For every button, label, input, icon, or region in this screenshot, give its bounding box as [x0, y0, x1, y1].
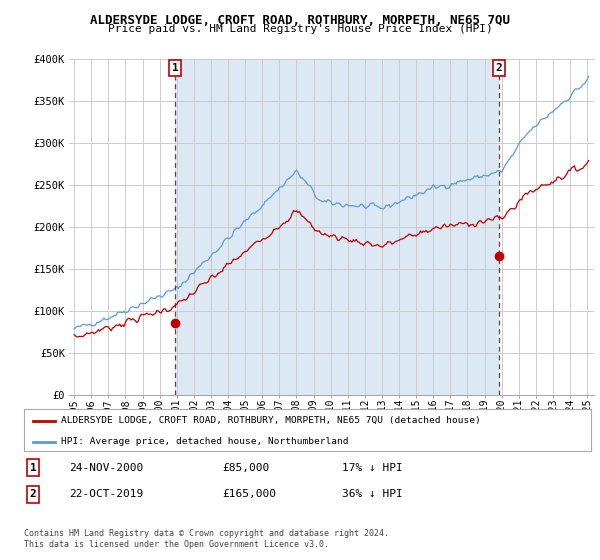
Text: 22-OCT-2019: 22-OCT-2019 — [69, 489, 143, 500]
Text: 24-NOV-2000: 24-NOV-2000 — [69, 463, 143, 473]
Text: Contains HM Land Registry data © Crown copyright and database right 2024.
This d: Contains HM Land Registry data © Crown c… — [24, 529, 389, 549]
Text: 2: 2 — [29, 489, 37, 500]
Bar — [175, 59, 499, 395]
Text: HPI: Average price, detached house, Northumberland: HPI: Average price, detached house, Nort… — [61, 437, 349, 446]
Text: 2: 2 — [496, 63, 502, 73]
Text: Price paid vs. HM Land Registry's House Price Index (HPI): Price paid vs. HM Land Registry's House … — [107, 24, 493, 34]
Text: ALDERSYDE LODGE, CROFT ROAD, ROTHBURY, MORPETH, NE65 7QU: ALDERSYDE LODGE, CROFT ROAD, ROTHBURY, M… — [90, 14, 510, 27]
Text: £165,000: £165,000 — [222, 489, 276, 500]
Text: £85,000: £85,000 — [222, 463, 269, 473]
Text: 1: 1 — [172, 63, 178, 73]
Text: 36% ↓ HPI: 36% ↓ HPI — [342, 489, 403, 500]
Text: ALDERSYDE LODGE, CROFT ROAD, ROTHBURY, MORPETH, NE65 7QU (detached house): ALDERSYDE LODGE, CROFT ROAD, ROTHBURY, M… — [61, 416, 481, 425]
Text: 17% ↓ HPI: 17% ↓ HPI — [342, 463, 403, 473]
Text: 1: 1 — [29, 463, 37, 473]
